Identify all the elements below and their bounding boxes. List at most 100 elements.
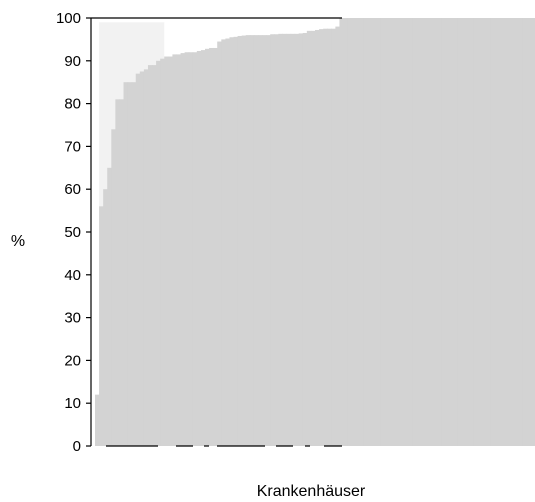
bar [123,82,129,446]
bar [266,35,271,447]
y-tick-label: 40 [64,267,81,284]
bar [355,18,361,446]
bar [164,56,169,447]
bar [522,18,528,446]
bar [425,18,430,446]
bar [323,28,328,446]
bar [363,18,369,446]
bar [343,18,349,446]
bar [213,47,218,447]
bar [449,18,455,446]
bar [416,18,422,446]
bar [172,54,178,446]
bar [396,18,402,446]
bar [339,18,345,446]
bar [241,35,247,447]
bar [526,18,532,446]
bar [249,35,255,447]
bar [160,58,165,446]
bar [139,71,145,446]
bar [286,33,292,447]
bar [221,39,226,447]
bar [441,18,446,446]
bar [176,54,182,446]
bar [335,26,341,447]
bar [233,36,239,446]
bar [302,32,308,446]
bar [315,29,320,446]
bar [319,29,324,446]
bar [107,167,112,447]
bar [327,28,332,446]
y-tick-label: 100 [56,10,81,27]
bar [392,18,398,446]
bar [298,33,304,446]
bar [486,18,491,446]
bar [367,18,373,446]
bar [156,60,161,447]
bar [420,18,426,446]
bar [388,18,393,446]
bar [380,18,385,446]
bar [514,18,520,446]
bar [453,18,459,446]
y-tick-label: 20 [64,352,81,369]
bar [152,65,157,446]
y-tick-label: 10 [64,395,81,412]
bar [469,18,475,446]
y-tick-label: 90 [64,53,81,70]
bar [412,18,418,446]
bar [506,18,512,446]
bar [461,18,467,446]
bar [518,18,524,446]
bar [290,33,296,447]
bar [192,52,198,447]
bar [131,82,137,446]
bar [445,18,451,446]
y-axis-title: % [11,233,25,250]
y-tick-label: 80 [64,96,81,113]
y-tick-label: 30 [64,310,81,327]
y-tick-label: 70 [64,138,81,155]
bar [253,35,259,447]
bar [498,18,503,446]
bar [400,18,406,446]
bar [103,189,108,446]
bar [510,18,516,446]
bar [111,129,116,446]
y-tick-label: 0 [73,438,81,455]
bar [530,18,535,446]
bar [237,35,243,446]
bar [282,33,288,447]
bar [270,34,275,446]
bar [372,18,377,446]
bar [384,18,389,446]
bar [437,18,442,446]
bar [200,50,206,446]
bar [225,38,231,446]
bar [359,18,365,446]
bar [408,18,414,446]
bar [473,18,479,446]
bar [457,18,463,446]
bar [429,18,434,446]
bar [180,53,186,446]
bar [196,50,202,447]
bar [188,52,194,447]
bar [306,30,312,447]
bar [135,73,141,446]
bar [331,28,336,446]
bar [99,206,104,446]
bar [278,33,283,447]
bar [115,99,121,446]
bar [351,18,357,446]
bar [127,82,133,446]
bar [257,35,263,447]
bar [404,18,410,446]
bar [217,41,222,446]
bar [310,30,316,447]
bar [502,18,508,446]
bar [147,65,153,446]
